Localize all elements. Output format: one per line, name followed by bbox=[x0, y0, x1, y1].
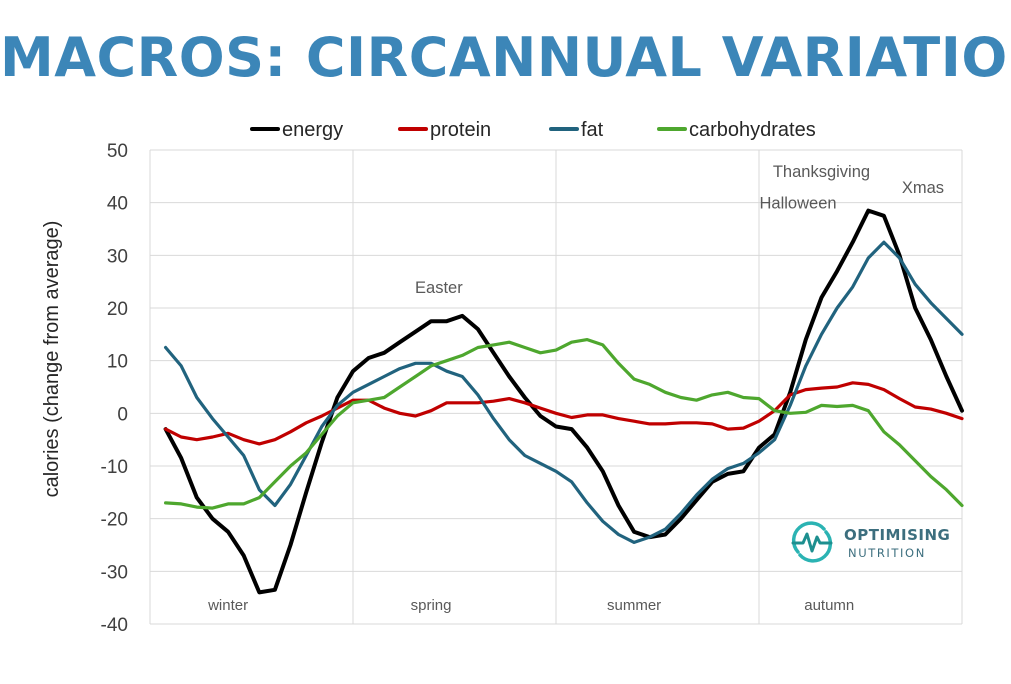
annotation-label: Halloween bbox=[760, 195, 837, 213]
legend-label-energy: energy bbox=[282, 119, 343, 141]
y-tick-layer: 50 40 30 20 10 0 -10 -20 -30 -40 bbox=[101, 141, 128, 636]
legend-label-carbohydrates: carbohydrates bbox=[689, 119, 816, 141]
series-line-energy bbox=[163, 208, 964, 595]
y-tick-label: 50 bbox=[107, 141, 128, 162]
season-label: spring bbox=[411, 597, 452, 614]
series-line-fat bbox=[164, 240, 964, 545]
label-layer: winter spring summer autumn Easter Thanksgivi… bbox=[41, 163, 944, 614]
legend-label-fat: fat bbox=[581, 119, 604, 141]
y-tick-label: -30 bbox=[101, 562, 128, 583]
series-line-protein bbox=[164, 381, 964, 446]
season-label: autumn bbox=[804, 597, 854, 614]
y-tick-label: 20 bbox=[107, 299, 128, 320]
y-tick-label: -40 bbox=[101, 615, 128, 636]
legend: energy protein fat carbohydrates bbox=[250, 119, 816, 141]
logo-text-secondary: NUTRITION bbox=[848, 546, 926, 560]
y-tick-label: 40 bbox=[107, 194, 128, 215]
y-tick-label: 0 bbox=[117, 404, 128, 425]
annotation-label: Xmas bbox=[902, 179, 944, 197]
series-line-carbohydrates bbox=[164, 338, 964, 510]
logo-text-primary: OPTIMISING bbox=[844, 526, 951, 544]
y-tick-label: 10 bbox=[107, 352, 128, 373]
page-title: MACROS: CIRCANNUAL VARIATION bbox=[0, 26, 1011, 89]
y-tick-label: 30 bbox=[107, 246, 128, 267]
legend-label-protein: protein bbox=[430, 119, 491, 141]
y-tick-label: -20 bbox=[101, 510, 128, 531]
season-label: summer bbox=[607, 597, 661, 614]
season-divider-layer bbox=[352, 150, 760, 624]
annotation-label: Thanksgiving bbox=[773, 163, 870, 181]
y-axis-label: calories (change from average) bbox=[41, 221, 63, 498]
optimising-nutrition-logo: OPTIMISING NUTRITION bbox=[790, 520, 960, 566]
season-label: winter bbox=[207, 597, 248, 614]
y-tick-label: -10 bbox=[101, 457, 128, 478]
pulse-logo-icon bbox=[791, 521, 833, 563]
series-layer bbox=[163, 208, 964, 595]
annotation-label: Easter bbox=[415, 279, 463, 297]
